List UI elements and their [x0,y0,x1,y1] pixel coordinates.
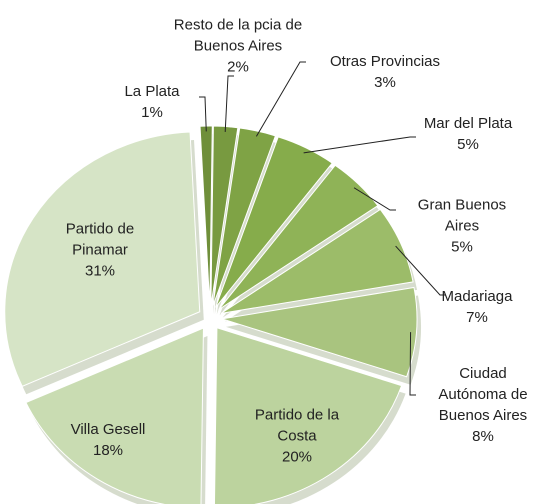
value-label: 1% [141,104,163,121]
slice-label: Ciudad Autónoma de Buenos Aires 8% [428,363,538,447]
category-label: Partido de Pinamar [65,220,135,259]
slice-label: Villa Gesell 18% [48,419,168,461]
leader-line [199,96,207,132]
leader-line [395,245,446,296]
slice-label: Resto de la pcia de Buenos Aires 2% [153,15,323,78]
slice [215,136,333,308]
category-label: Ciudad Autónoma de Buenos Aires [438,365,528,424]
slice-label: Partido de Pinamar 31% [45,219,155,282]
category-label: Villa Gesell [70,421,146,438]
slice-label: Gran Buenos Aires 5% [407,195,517,258]
value-label: 5% [457,136,479,153]
slice-label: Madariaga 7% [422,286,532,328]
slice [25,327,204,504]
slice [213,327,403,504]
value-label: 7% [466,309,488,326]
value-label: 18% [92,442,124,459]
value-label: 31% [84,262,116,280]
leader-line [353,187,396,211]
slice-label: Otras Provincias 3% [300,51,470,93]
value-label: 20% [281,448,313,466]
category-label: Partido de la Costa [254,406,340,445]
value-label: 5% [451,238,473,256]
slice [212,127,277,307]
leader-line [409,332,416,396]
slice [199,125,213,307]
category-label: Mar del Plata [423,115,513,132]
slice [218,164,379,311]
value-label: 3% [374,74,396,91]
slice [220,208,414,314]
leader-line [224,75,234,132]
category-label: La Plata [124,83,180,100]
category-label: Otras Provincias [329,53,441,70]
category-label: Madariaga [441,288,513,305]
leader-line [255,61,306,137]
slice-label: La Plata 1% [107,81,197,123]
slice [221,286,418,378]
category-label: Gran Buenos Aires [417,196,507,235]
value-label: 8% [472,428,494,445]
slice [4,131,201,387]
leader-line [303,136,416,154]
value-label: 2% [227,58,249,76]
slice-label: Mar del Plata 5% [403,113,533,155]
category-label: Resto de la pcia de Buenos Aires [173,16,303,55]
slice-label: Partido de la Costa 20% [242,405,352,468]
